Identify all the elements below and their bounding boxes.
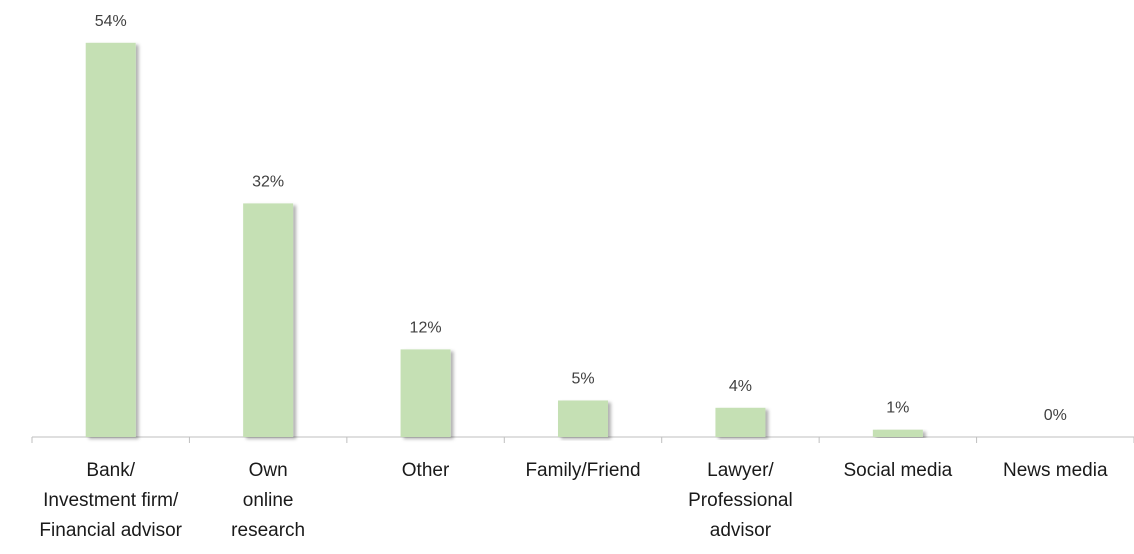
x-tick-label: Own online research xyxy=(231,460,306,541)
value-label: 1% xyxy=(886,400,909,417)
bar xyxy=(243,203,294,437)
x-tick-label: Family/Friend xyxy=(525,460,641,481)
x-tick-label: Lawyer/ Professional advisor xyxy=(688,460,793,541)
value-label: 54% xyxy=(95,13,127,30)
value-label: 12% xyxy=(410,319,442,336)
bar xyxy=(85,42,136,438)
value-label: 5% xyxy=(571,371,594,388)
value-label: 32% xyxy=(252,173,284,190)
bar xyxy=(400,349,451,437)
value-label: 0% xyxy=(1044,407,1067,424)
x-tick-label: News media xyxy=(1003,460,1108,481)
bar xyxy=(872,429,923,437)
bar xyxy=(558,400,608,437)
x-tick-label: Other xyxy=(401,460,450,481)
value-label: 4% xyxy=(729,378,752,395)
bar xyxy=(715,407,766,437)
x-tick-label: Social media xyxy=(843,460,953,481)
x-tick-label: Bank/ Investment firm/ Financial advisor xyxy=(39,460,182,541)
